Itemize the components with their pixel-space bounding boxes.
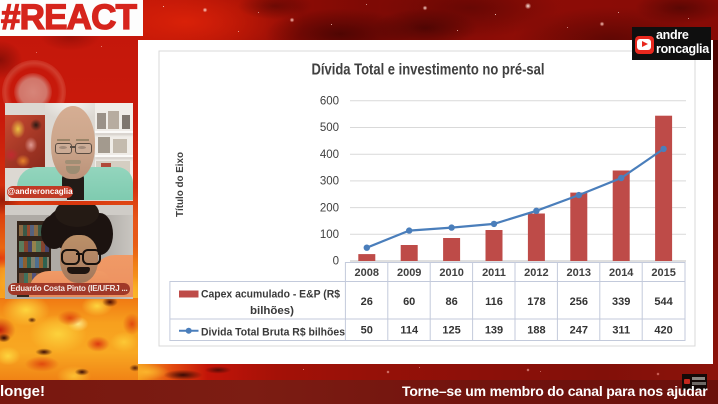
svg-text:116: 116 [485, 296, 503, 308]
svg-text:200: 200 [320, 202, 339, 214]
svg-text:600: 600 [320, 96, 339, 108]
svg-text:339: 339 [612, 296, 630, 308]
svg-text:Divida Total Bruta R$ bilhões: Divida Total Bruta R$ bilhões [201, 327, 345, 339]
svg-text:2012: 2012 [524, 267, 548, 279]
svg-text:2013: 2013 [567, 267, 591, 279]
svg-text:420: 420 [654, 325, 672, 337]
svg-text:500: 500 [320, 122, 339, 134]
svg-text:188: 188 [527, 325, 545, 337]
svg-text:114: 114 [400, 325, 419, 337]
svg-text:Capex acumulado - E&P (R$: Capex acumulado - E&P (R$ [201, 289, 340, 301]
svg-text:544: 544 [654, 296, 673, 308]
svg-text:2010: 2010 [439, 267, 463, 279]
svg-text:2009: 2009 [397, 267, 421, 279]
svg-text:139: 139 [485, 325, 503, 337]
svg-text:247: 247 [570, 325, 588, 337]
svg-text:125: 125 [442, 325, 460, 337]
svg-text:0: 0 [333, 256, 339, 268]
svg-text:2014: 2014 [609, 267, 634, 279]
svg-text:311: 311 [612, 325, 630, 337]
svg-text:178: 178 [527, 296, 545, 308]
svg-text:400: 400 [320, 149, 339, 161]
svg-text:2015: 2015 [651, 267, 675, 279]
svg-text:Título do Eixo: Título do Eixo [175, 152, 186, 217]
svg-text:Dívida Total e investimento no: Dívida Total e investimento no pré-sal [312, 62, 545, 79]
svg-text:300: 300 [320, 176, 339, 188]
svg-text:50: 50 [361, 325, 373, 337]
svg-text:26: 26 [361, 296, 373, 308]
svg-text:60: 60 [403, 296, 415, 308]
svg-text:86: 86 [445, 296, 457, 308]
svg-text:2008: 2008 [355, 267, 379, 279]
svg-text:2011: 2011 [482, 267, 506, 279]
svg-text:256: 256 [570, 296, 588, 308]
svg-text:100: 100 [320, 229, 339, 241]
svg-text:bilhões): bilhões) [250, 305, 294, 317]
